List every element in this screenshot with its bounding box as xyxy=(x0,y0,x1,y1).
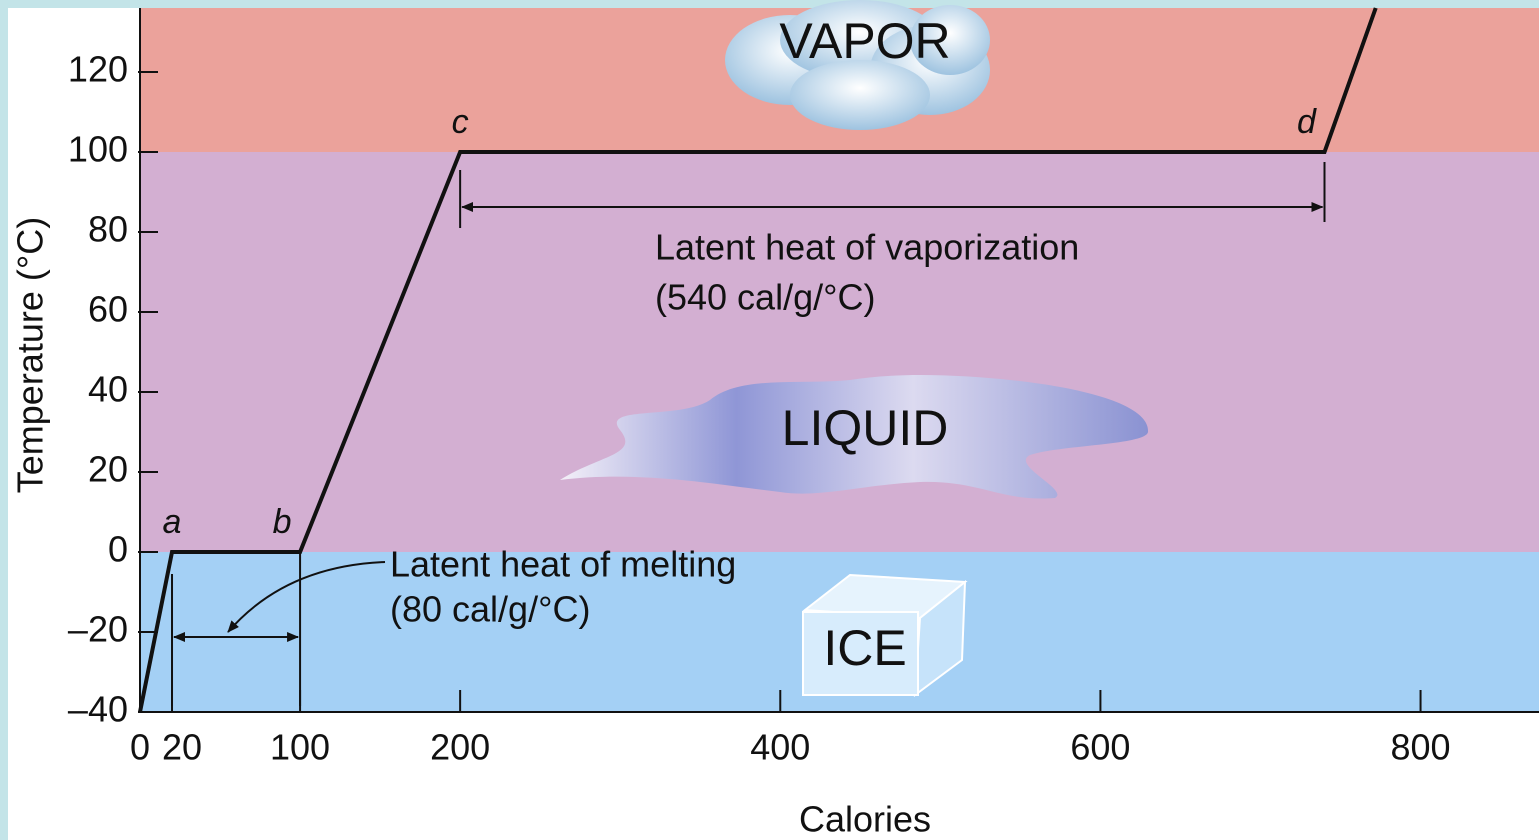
x-tick-label: 20 xyxy=(162,727,202,768)
page: {"chart_data": {"type": "line", "x": [0,… xyxy=(0,0,1539,840)
y-tick-label: 40 xyxy=(88,369,128,410)
chart: VAPOR LIQUID ICE –40 –20 0 20 40 60 80 100 120 0 20 10… xyxy=(0,0,1539,840)
y-axis-title: Temperature (°C) xyxy=(10,217,51,493)
y-tick-label: –20 xyxy=(68,609,128,650)
phase-region xyxy=(140,152,1539,552)
x-tick-label: 600 xyxy=(1070,727,1130,768)
y-tick-label: 120 xyxy=(68,49,128,90)
x-tick-label: 400 xyxy=(750,727,810,768)
y-tick-label: 60 xyxy=(88,289,128,330)
x-tick-label: 0 xyxy=(130,727,150,768)
point-label: b xyxy=(273,503,292,541)
x-tick-label: 200 xyxy=(430,727,490,768)
point-label: a xyxy=(163,503,182,541)
x-tick-label: 100 xyxy=(270,727,330,768)
x-axis-title: Calories xyxy=(799,799,931,840)
point-label: c xyxy=(452,103,469,141)
y-tick-label: 20 xyxy=(88,449,128,490)
x-tick-label: 800 xyxy=(1391,727,1451,768)
annotation: (540 cal/g/°C) xyxy=(655,277,875,318)
annotation: (80 cal/g/°C) xyxy=(390,589,590,630)
y-tick-label: 0 xyxy=(108,529,128,570)
y-tick-label: 80 xyxy=(88,209,128,250)
y-tick-label: 100 xyxy=(68,129,128,170)
annotation: Latent heat of melting xyxy=(390,544,736,585)
phase-label: LIQUID xyxy=(782,400,949,456)
y-tick-label: –40 xyxy=(68,689,128,730)
phase-label: ICE xyxy=(823,620,906,676)
annotation: Latent heat of vaporization xyxy=(655,227,1079,268)
point-label: d xyxy=(1297,103,1317,141)
phase-label: VAPOR xyxy=(779,13,950,69)
